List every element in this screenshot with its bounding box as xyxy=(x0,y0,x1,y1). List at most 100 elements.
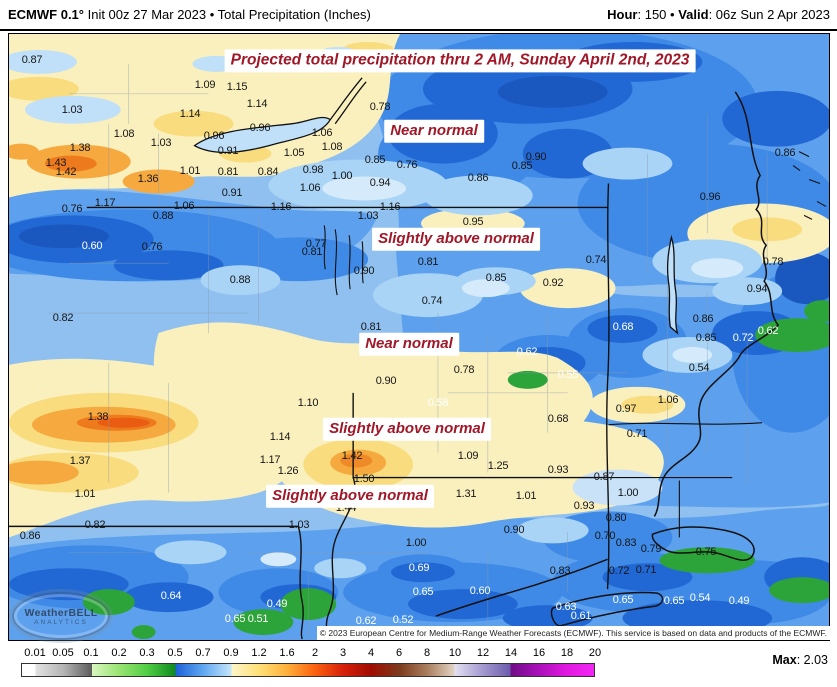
precip-value-label: 1.25 xyxy=(487,460,509,472)
precip-value-label: 0.91 xyxy=(217,145,239,157)
precip-value-label: 0.78 xyxy=(453,364,475,376)
precip-value-label: 0.84 xyxy=(257,166,279,178)
precip-value-label: 0.83 xyxy=(549,565,571,577)
precip-value-label: 0.85 xyxy=(695,332,717,344)
precip-value-label: 1.01 xyxy=(179,165,201,177)
precip-value-label: 1.05 xyxy=(283,147,305,159)
colorbar-tick-label: 1.6 xyxy=(279,647,295,659)
precip-value-label: 0.90 xyxy=(353,265,375,277)
precip-value-label: 0.90 xyxy=(375,375,397,387)
precip-value-label: 0.91 xyxy=(221,187,243,199)
forecast-annotation: Slightly above normal xyxy=(372,227,540,251)
precip-value-label: 1.14 xyxy=(179,108,201,120)
ecmwf-copyright: © 2023 European Centre for Medium-Range … xyxy=(316,626,830,640)
lake-ontario xyxy=(193,116,332,154)
precip-value-label: 0.68 xyxy=(547,413,569,425)
precip-value-label: 0.62 xyxy=(516,346,538,358)
precip-value-label: 0.71 xyxy=(635,564,657,576)
precip-value-label: 0.76 xyxy=(396,159,418,171)
precip-value-label: 0.88 xyxy=(152,210,174,222)
precip-value-label: 0.87 xyxy=(21,54,43,66)
precip-value-label: 0.96 xyxy=(203,130,225,142)
precip-value-label: 0.64 xyxy=(160,590,182,602)
precip-value-label: 1.09 xyxy=(194,79,216,91)
precip-value-label: 1.16 xyxy=(270,201,292,213)
precip-value-label: 0.55 xyxy=(557,369,579,381)
precip-value-label: 0.82 xyxy=(84,519,106,531)
precip-value-label: 0.74 xyxy=(421,295,443,307)
precip-value-label: 0.81 xyxy=(217,166,239,178)
precip-value-label: 1.06 xyxy=(311,127,333,139)
precip-value-label: 0.71 xyxy=(626,428,648,440)
precip-value-label: 1.03 xyxy=(288,519,310,531)
colorbar-gradient xyxy=(21,663,595,677)
county-lines xyxy=(48,63,768,639)
precip-value-label: 1.42 xyxy=(341,450,363,462)
precip-value-label: 0.78 xyxy=(762,256,784,268)
cape-cod xyxy=(651,526,755,561)
precip-value-label: 0.86 xyxy=(19,530,41,542)
weatherbell-logo-subtext: ANALYTICS xyxy=(34,618,88,626)
precip-value-label: 0.60 xyxy=(81,240,103,252)
precip-value-label: 0.49 xyxy=(728,595,750,607)
precip-value-label: 0.54 xyxy=(689,592,711,604)
finger-lakes xyxy=(323,225,364,296)
forecast-title-annotation: Projected total precipitation thru 2 AM,… xyxy=(224,49,696,73)
precip-value-label: 1.01 xyxy=(74,488,96,500)
precip-value-label: 0.65 xyxy=(612,594,634,606)
precip-value-label: 0.62 xyxy=(757,325,779,337)
precip-value-label: 0.83 xyxy=(615,537,637,549)
precip-value-label: 1.03 xyxy=(61,104,83,116)
precip-value-label: 0.81 xyxy=(301,246,323,258)
valid-label: Valid xyxy=(678,7,709,22)
precip-value-label: 0.86 xyxy=(467,172,489,184)
colorbar-tick-label: 0.01 xyxy=(24,647,46,659)
hour-value: : 150 • xyxy=(637,7,679,22)
colorbar-tick-label: 0.9 xyxy=(223,647,239,659)
precip-value-label: 1.03 xyxy=(357,210,379,222)
precip-value-label: 0.75 xyxy=(695,546,717,558)
precip-value-label: 0.79 xyxy=(640,543,662,555)
forecast-annotation: Near normal xyxy=(359,332,459,356)
forecast-annotation: Slightly above normal xyxy=(266,484,434,508)
precip-value-label: 1.14 xyxy=(246,98,268,110)
precip-value-label: 0.74 xyxy=(585,254,607,266)
precip-value-label: 1.15 xyxy=(226,81,248,93)
precip-value-label: 1.26 xyxy=(277,465,299,477)
colorbar-tick-label: 12 xyxy=(476,647,490,659)
precip-value-label: 1.00 xyxy=(617,487,639,499)
precip-value-label: 1.09 xyxy=(457,450,479,462)
precip-value-label: 0.86 xyxy=(692,313,714,325)
max-label: Max xyxy=(772,653,797,667)
precip-value-label: 0.94 xyxy=(369,177,391,189)
precip-value-label: 0.49 xyxy=(266,598,288,610)
max-value: : 2.03 xyxy=(796,653,828,667)
colorbar-tick-label: 10 xyxy=(448,647,462,659)
precip-value-label: 0.63 xyxy=(555,601,577,613)
hour-label: Hour xyxy=(607,7,638,22)
precip-value-label: 1.03 xyxy=(150,137,172,149)
precip-value-label: 1.43 xyxy=(45,157,67,169)
valid-value: : 06z Sun 2 Apr 2023 xyxy=(708,7,830,22)
colorbar-tick-label: 14 xyxy=(504,647,518,659)
colorbar-tick-label: 0.05 xyxy=(52,647,74,659)
precip-value-label: 0.96 xyxy=(699,191,721,203)
colorbar-tick-label: 0.3 xyxy=(139,647,155,659)
colorbar-tick-label: 20 xyxy=(588,647,602,659)
precip-value-label: 0.81 xyxy=(417,256,439,268)
precip-value-label: 0.97 xyxy=(615,403,637,415)
colorbar-tick-label: 16 xyxy=(532,647,546,659)
precip-value-label: 1.00 xyxy=(405,537,427,549)
precip-value-label: 0.65 xyxy=(224,613,246,625)
precip-value-label: 1.37 xyxy=(69,455,91,467)
precip-value-label: 1.08 xyxy=(113,128,135,140)
precip-value-label: 0.90 xyxy=(525,151,547,163)
precip-value-label: 0.95 xyxy=(462,216,484,228)
weatherbell-logo-text: WeatherBELL xyxy=(24,606,98,619)
precip-value-label: 0.80 xyxy=(605,512,627,524)
maine-islands xyxy=(792,151,827,220)
colorbar-tick-label: 18 xyxy=(560,647,574,659)
precip-value-label: 1.14 xyxy=(269,431,291,443)
colorbar-tick-label: 6 xyxy=(395,647,403,659)
